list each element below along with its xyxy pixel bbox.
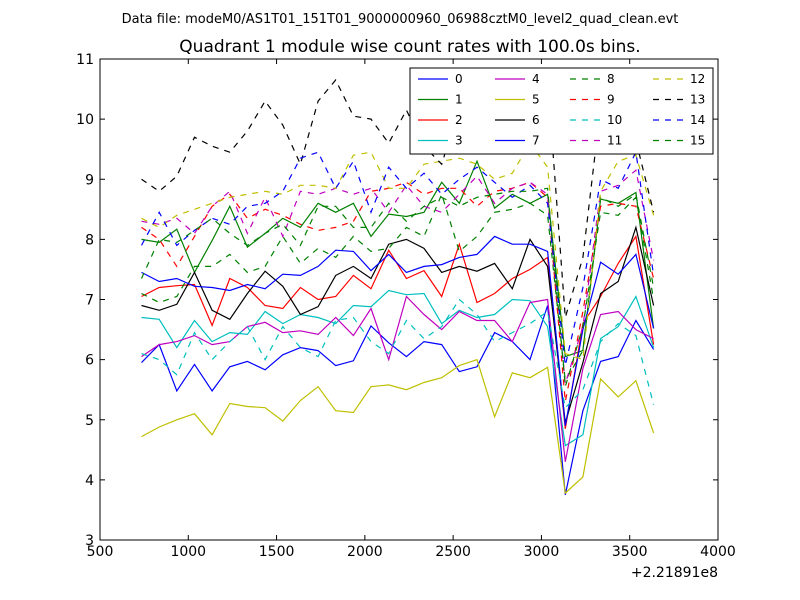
x-tick-label: 3000 xyxy=(524,544,560,560)
plot-area xyxy=(140,78,655,496)
y-tick-label: 6 xyxy=(85,353,94,369)
legend-label-13: 13 xyxy=(690,93,705,107)
y-tick-label: 5 xyxy=(85,413,94,429)
series-line-9 xyxy=(141,181,655,402)
legend-label-5: 5 xyxy=(532,93,540,107)
series-line-12 xyxy=(141,142,655,361)
x-tick-label: 500 xyxy=(87,544,114,560)
legend-label-1: 1 xyxy=(455,93,463,107)
y-tick-label: 7 xyxy=(85,293,94,309)
legend-label-14: 14 xyxy=(690,113,705,127)
legend-box xyxy=(409,67,714,155)
legend-label-0: 0 xyxy=(455,72,463,86)
x-tick-label: 4000 xyxy=(700,544,736,560)
series-line-5 xyxy=(141,358,655,495)
legend-label-10: 10 xyxy=(607,113,622,127)
series-line-0 xyxy=(141,305,655,496)
series-line-4 xyxy=(141,295,654,462)
legend-label-7: 7 xyxy=(532,134,540,148)
y-tick-label: 11 xyxy=(76,52,94,68)
series-line-11 xyxy=(141,169,655,384)
x-tick-label: 1000 xyxy=(170,544,206,560)
y-tick-label: 8 xyxy=(85,232,94,248)
legend-label-15: 15 xyxy=(690,134,705,148)
legend-label-8: 8 xyxy=(607,72,615,86)
y-tick-label: 9 xyxy=(85,172,94,188)
data-file-caption: Data file: modeM0/AS1T01_151T01_90000009… xyxy=(122,12,679,27)
chart-title: Quadrant 1 module wise count rates with … xyxy=(179,37,640,57)
series-line-6 xyxy=(141,225,655,423)
legend-label-11: 11 xyxy=(607,134,622,148)
y-tick-label: 3 xyxy=(85,533,94,549)
x-tick-label: 2000 xyxy=(347,544,383,560)
legend-label-12: 12 xyxy=(690,72,705,86)
x-axis-offset-label: +2.21891e8 xyxy=(631,565,718,581)
legend-label-6: 6 xyxy=(532,113,540,127)
axes: 500 1000 1500 2000 2500 3000 3500 4000345678910… xyxy=(76,52,736,560)
legend-label-3: 3 xyxy=(455,134,463,148)
series-line-14 xyxy=(140,150,655,366)
x-tick-label: 2500 xyxy=(435,544,471,560)
series-line-7 xyxy=(141,235,655,426)
y-tick-label: 10 xyxy=(76,112,94,128)
legend-label-4: 4 xyxy=(532,72,540,86)
y-tick-label: 4 xyxy=(85,473,94,489)
legend-label-2: 2 xyxy=(455,113,463,127)
series-line-10 xyxy=(141,298,655,409)
x-tick-label: 3500 xyxy=(612,544,648,560)
x-tick-label: 1500 xyxy=(259,544,295,560)
series-line-13 xyxy=(141,78,655,318)
series-line-1 xyxy=(141,159,655,358)
legend-label-9: 9 xyxy=(607,93,615,107)
series-line-15 xyxy=(140,187,655,387)
